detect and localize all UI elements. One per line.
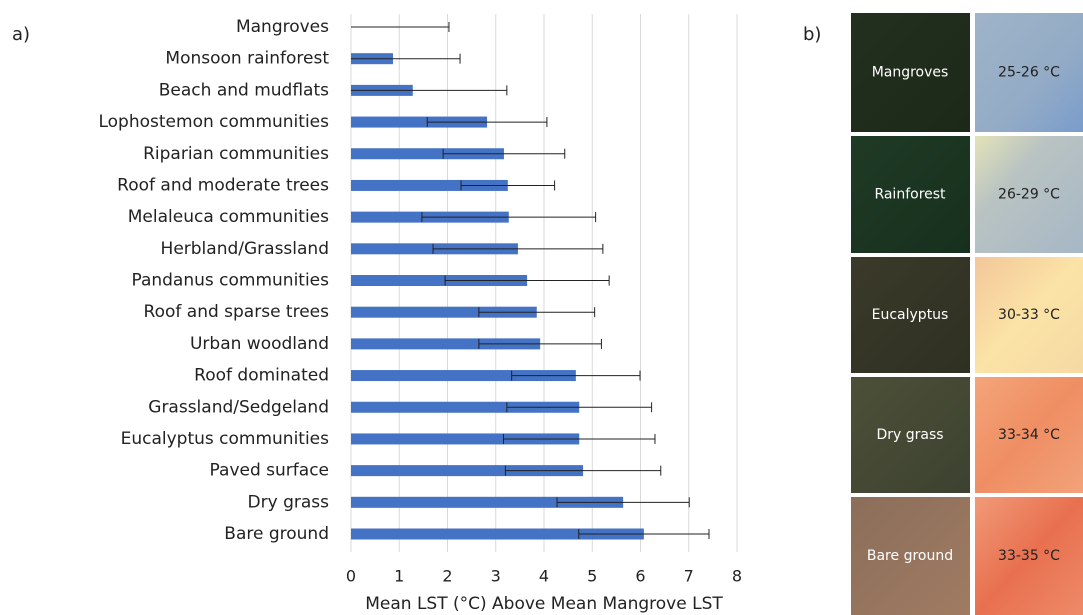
land-cover-label: Rainforest (874, 187, 946, 203)
bar (351, 496, 624, 508)
bar (351, 433, 580, 445)
category-label: Mangroves (236, 17, 329, 37)
temperature-label: 33-35 °C (998, 548, 1060, 564)
bar (351, 401, 580, 413)
category-label: Monsoon rainforest (165, 49, 329, 69)
bar (351, 306, 537, 318)
temperature-label: 25-26 °C (998, 65, 1060, 81)
land-cover-label: Mangroves (872, 65, 949, 81)
x-tick-label: 7 (684, 567, 694, 586)
land-cover-label: Eucalyptus (872, 307, 949, 323)
category-label: Herbland/Grassland (161, 239, 329, 259)
category-label: Dry grass (248, 492, 330, 512)
x-tick-label: 0 (346, 567, 356, 586)
x-tick-label: 4 (539, 567, 549, 586)
error-bar (478, 338, 602, 349)
satellite-tile (851, 136, 970, 253)
error-bar (432, 243, 604, 254)
bar (351, 275, 528, 286)
x-tick-label: 8 (732, 567, 742, 586)
lst-tile (975, 257, 1083, 373)
error-bar (478, 307, 596, 318)
lst-tile (975, 377, 1083, 493)
land-cover-label: Bare ground (867, 548, 953, 564)
x-tick-label: 2 (442, 567, 452, 586)
bar (351, 528, 644, 540)
lst-tile (975, 136, 1083, 253)
error-bar (506, 402, 653, 413)
category-label: Roof and sparse trees (144, 302, 330, 322)
bar (351, 370, 576, 382)
satellite-tile (851, 257, 970, 373)
category-label: Roof and moderate trees (117, 175, 329, 195)
category-label: Riparian communities (143, 144, 329, 164)
error-bar (556, 497, 690, 508)
error-bar (421, 212, 597, 223)
category-label: Pandanus communities (131, 271, 329, 291)
satellite-tile (851, 13, 970, 132)
category-label: Lophostemon communities (98, 112, 329, 132)
category-label: Beach and mudflats (159, 80, 329, 100)
satellite-tile (851, 497, 970, 615)
category-label: Grassland/Sedgeland (148, 397, 329, 417)
category-label: Roof dominated (194, 366, 329, 386)
error-bar (426, 117, 548, 128)
category-label: Bare ground (224, 524, 329, 544)
error-bar (502, 433, 656, 444)
error-bar (460, 180, 556, 191)
bar (351, 179, 508, 191)
bar (351, 465, 584, 477)
panel-label: a) (12, 24, 30, 45)
category-label: Paved surface (210, 461, 329, 481)
error-bar (444, 275, 610, 286)
x-axis-title: Mean LST (°C) Above Mean Mangrove LST (365, 594, 723, 614)
error-bar (351, 53, 461, 64)
category-label: Urban woodland (190, 334, 329, 354)
category-label: Eucalyptus communities (121, 429, 330, 449)
x-tick-label: 5 (587, 567, 597, 586)
x-tick-label: 3 (491, 567, 501, 586)
error-bar (442, 148, 566, 159)
error-bar (351, 22, 450, 32)
x-tick-label: 6 (635, 567, 645, 586)
bar (351, 338, 541, 350)
panel-label: b) (803, 24, 821, 45)
temperature-label: 30-33 °C (998, 307, 1060, 323)
lst-tile (975, 497, 1083, 615)
temperature-label: 33-34 °C (998, 427, 1060, 443)
satellite-tile (851, 377, 970, 493)
error-bar (351, 85, 508, 96)
temperature-label: 26-29 °C (998, 187, 1060, 203)
x-tick-label: 1 (394, 567, 404, 586)
category-label: Melaleuca communities (128, 207, 329, 227)
error-bar (511, 370, 641, 381)
bar (351, 148, 504, 160)
error-bar (578, 529, 710, 539)
error-bar (504, 465, 662, 476)
land-cover-label: Dry grass (876, 427, 943, 443)
bar (351, 116, 488, 128)
lst-tile (975, 13, 1083, 132)
